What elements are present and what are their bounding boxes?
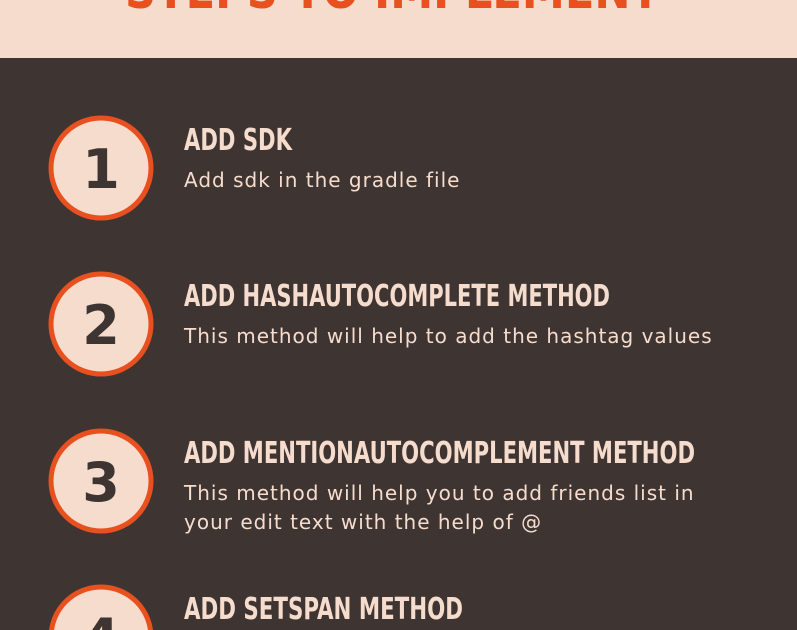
step-number: 4 bbox=[82, 607, 120, 630]
step-circle bbox=[48, 271, 154, 377]
step-description: Add sdk in the gradle file bbox=[184, 168, 460, 192]
step-number: 1 bbox=[82, 138, 120, 201]
step-description: This method will help to add the hashtag… bbox=[183, 324, 713, 348]
title: STEPS TO IMPLEMENT bbox=[125, 0, 660, 21]
step-description: your edit text with the help of @ bbox=[184, 510, 542, 534]
step-heading: ADD HASHAUTOCOMPLETE METHOD bbox=[184, 279, 610, 314]
step-heading: ADD MENTIONAUTOCOMPLEMENT METHOD bbox=[184, 436, 695, 471]
step-number: 2 bbox=[82, 294, 120, 357]
step-heading: ADD SDK bbox=[184, 123, 293, 158]
step-number: 3 bbox=[82, 451, 120, 514]
step-circle bbox=[48, 115, 154, 221]
step-heading: ADD SETSPAN METHOD bbox=[184, 592, 463, 627]
step-description: This method will help you to add friends… bbox=[183, 481, 695, 505]
header-band bbox=[0, 0, 797, 58]
step-circle bbox=[48, 584, 154, 630]
step-circle bbox=[48, 428, 154, 534]
